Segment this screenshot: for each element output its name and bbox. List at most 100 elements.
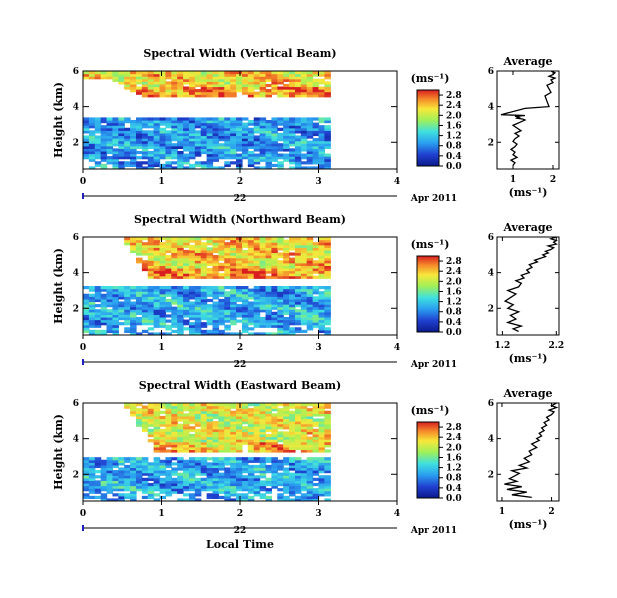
heatmap-cell bbox=[289, 319, 296, 323]
heatmap-cell bbox=[153, 262, 161, 266]
heatmap-cell bbox=[194, 329, 202, 334]
heatmap-cell bbox=[271, 291, 278, 295]
heatmap-cell bbox=[277, 117, 284, 121]
heatmap-cell bbox=[241, 252, 249, 256]
heatmap-cell bbox=[265, 488, 272, 492]
colorbar-ticks: 0.00.40.81.21.62.02.42.8 bbox=[439, 423, 462, 504]
heatmap-cell bbox=[194, 485, 202, 489]
heatmap-cell bbox=[218, 76, 225, 80]
heatmap-cell bbox=[100, 477, 108, 481]
heatmap-cell bbox=[289, 244, 296, 248]
average-title: Average bbox=[502, 55, 552, 68]
heatmap-cell bbox=[206, 94, 214, 98]
heatmap-cell bbox=[188, 403, 196, 407]
heatmap-cell bbox=[259, 431, 267, 435]
heatmap-cell bbox=[147, 286, 155, 290]
heatmap-cell bbox=[294, 78, 302, 82]
heatmap-cell bbox=[253, 324, 261, 328]
heatmap-cell bbox=[241, 431, 249, 435]
heatmap-cell bbox=[324, 464, 331, 469]
heatmap-cell bbox=[271, 158, 278, 162]
heatmap-cell bbox=[159, 433, 167, 438]
heatmap-cell bbox=[177, 83, 184, 88]
heatmap-cell bbox=[265, 439, 272, 443]
heatmap-cell bbox=[241, 156, 249, 160]
heatmap-cell bbox=[194, 467, 202, 471]
heatmap-cell bbox=[83, 127, 90, 131]
heatmap-cell bbox=[253, 405, 261, 409]
heatmap-cell bbox=[206, 83, 214, 88]
heatmap-cell bbox=[118, 311, 125, 315]
heatmap-cell bbox=[100, 156, 108, 160]
heatmap-cell bbox=[259, 482, 267, 487]
heatmap-cell bbox=[253, 249, 261, 254]
heatmap-cell bbox=[224, 493, 231, 497]
heatmap-cell bbox=[306, 467, 314, 471]
heatmap-cell bbox=[306, 319, 314, 323]
average-y-tick-label: 4 bbox=[488, 269, 494, 279]
heatmap-cell bbox=[259, 488, 267, 492]
heatmap-cell bbox=[194, 421, 202, 425]
heatmap-cell bbox=[194, 122, 202, 126]
heatmap-cell bbox=[318, 291, 325, 295]
heatmap-cell bbox=[88, 464, 96, 469]
heatmap-cell bbox=[318, 89, 325, 93]
heatmap-cell bbox=[188, 470, 196, 474]
heatmap-cell bbox=[212, 132, 220, 137]
average-y-tick-label: 2 bbox=[488, 304, 494, 314]
heatmap-cell bbox=[153, 247, 161, 251]
heatmap-cell bbox=[277, 296, 284, 300]
heatmap-cell bbox=[194, 249, 202, 254]
heatmap-cell bbox=[106, 122, 114, 126]
heatmap-cell bbox=[206, 477, 214, 481]
heatmap-cell bbox=[236, 122, 243, 126]
heatmap-cell bbox=[306, 156, 314, 160]
heatmap-cell bbox=[294, 457, 302, 461]
heatmap-cell bbox=[224, 309, 231, 313]
heatmap-cell bbox=[253, 244, 261, 248]
heatmap-cell bbox=[271, 244, 278, 248]
average-y-tick-label: 6 bbox=[488, 67, 494, 77]
heatmap-cell bbox=[247, 309, 255, 313]
heatmap-cell bbox=[141, 135, 149, 139]
heatmap-cell bbox=[147, 260, 155, 264]
heatmap-cell bbox=[130, 477, 137, 481]
heatmap-cell bbox=[271, 470, 278, 474]
heatmap-cell bbox=[206, 89, 214, 93]
heatmap-cell bbox=[306, 423, 314, 427]
heatmap-cell bbox=[165, 314, 172, 318]
heatmap-cell bbox=[200, 433, 208, 438]
heatmap-cell bbox=[135, 408, 143, 412]
heatmap-cell bbox=[241, 255, 249, 259]
heatmap-cell bbox=[289, 125, 296, 129]
heatmap-cell bbox=[265, 158, 272, 162]
heatmap-cell bbox=[241, 262, 249, 266]
heatmap-cell bbox=[324, 270, 331, 274]
heatmap-cell bbox=[318, 314, 325, 318]
heatmap-cell bbox=[153, 161, 161, 165]
heatmap-cell bbox=[171, 262, 178, 266]
heatmap-cell bbox=[300, 78, 308, 82]
heatmap-cell bbox=[289, 239, 296, 243]
heatmap-cell bbox=[147, 495, 155, 500]
heatmap-cell bbox=[224, 428, 231, 432]
heatmap-cell bbox=[300, 293, 308, 297]
heatmap-cell bbox=[236, 480, 243, 484]
heatmap-cell bbox=[194, 493, 202, 497]
heatmap-cell bbox=[83, 71, 90, 75]
heatmap-cell bbox=[118, 117, 125, 121]
heatmap-cell bbox=[194, 76, 202, 80]
heatmap-cell bbox=[306, 83, 314, 88]
heatmap-cell bbox=[224, 490, 231, 494]
heatmap-cell bbox=[200, 288, 208, 292]
heatmap-cell bbox=[141, 421, 149, 425]
heatmap-cell bbox=[247, 270, 255, 274]
heatmap-cell bbox=[124, 329, 131, 334]
heatmap-cell bbox=[224, 262, 231, 266]
heatmap-cell bbox=[147, 242, 155, 246]
heatmap-cell bbox=[206, 161, 214, 165]
heatmap-cell bbox=[259, 166, 267, 169]
heatmap-cell bbox=[283, 140, 290, 144]
heatmap-cell bbox=[135, 249, 143, 254]
heatmap-cell bbox=[171, 117, 178, 121]
